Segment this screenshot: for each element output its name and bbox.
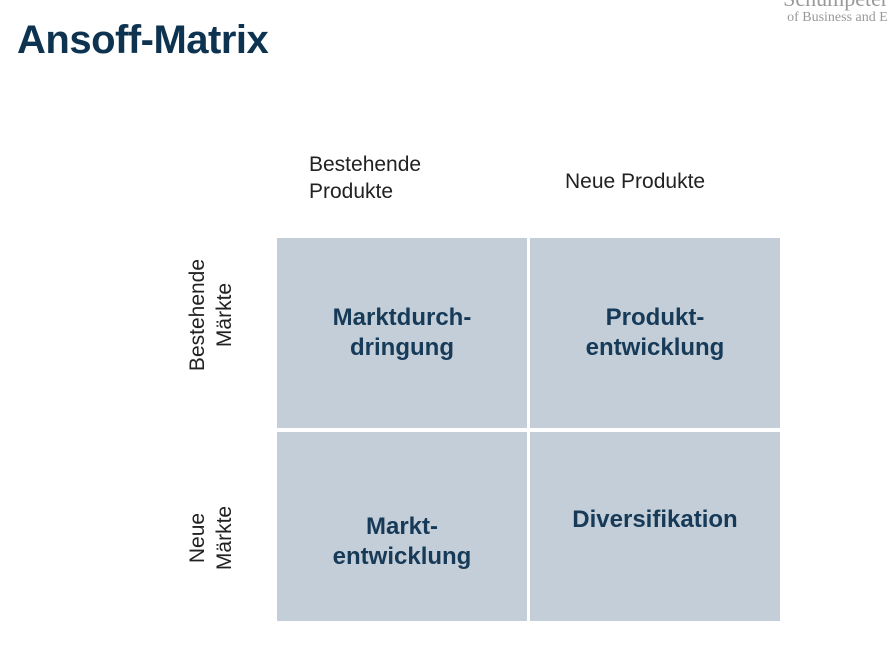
row-header-new-markets: Neue Märkte <box>184 478 240 598</box>
cell-line: Markt- <box>365 512 438 540</box>
row-header-line: Bestehende <box>186 258 209 372</box>
cell-line: Marktdurch- <box>332 304 472 331</box>
cell-market-penetration: Marktdurch-dringung <box>277 238 527 428</box>
row-header-line: Märkte <box>213 282 236 348</box>
cell-line: Produkt- <box>605 304 705 331</box>
cell-diversification: Diversifikation <box>530 432 780 621</box>
cell-line: Diversifikation <box>572 506 738 533</box>
row-header-line: Märkte <box>213 505 236 571</box>
page-title: Ansoff-Matrix <box>17 18 269 62</box>
cell-line: entwicklung <box>332 542 472 570</box>
school-logo: Schumpeter S of Business and Ec <box>783 0 888 26</box>
row-header-existing-markets: Bestehende Märkte <box>184 255 240 375</box>
column-header-new-products: Neue Produkte <box>565 168 705 195</box>
cell-line: dringung <box>350 334 454 361</box>
cell-market-development: Markt-entwicklung <box>277 432 527 621</box>
logo-line-1: Schumpeter S <box>783 0 888 10</box>
cell-line: entwicklung <box>585 334 725 361</box>
cell-product-development: Produkt-entwicklung <box>530 238 780 428</box>
column-header-line: Produkte <box>309 180 394 203</box>
column-header-line: Bestehende <box>309 153 422 176</box>
column-header-line: Neue Produkte <box>565 170 706 193</box>
row-header-line: Neue <box>186 512 209 564</box>
column-header-existing-products: Bestehende Produkte <box>309 151 421 205</box>
logo-line-2: of Business and Ec <box>787 10 888 25</box>
